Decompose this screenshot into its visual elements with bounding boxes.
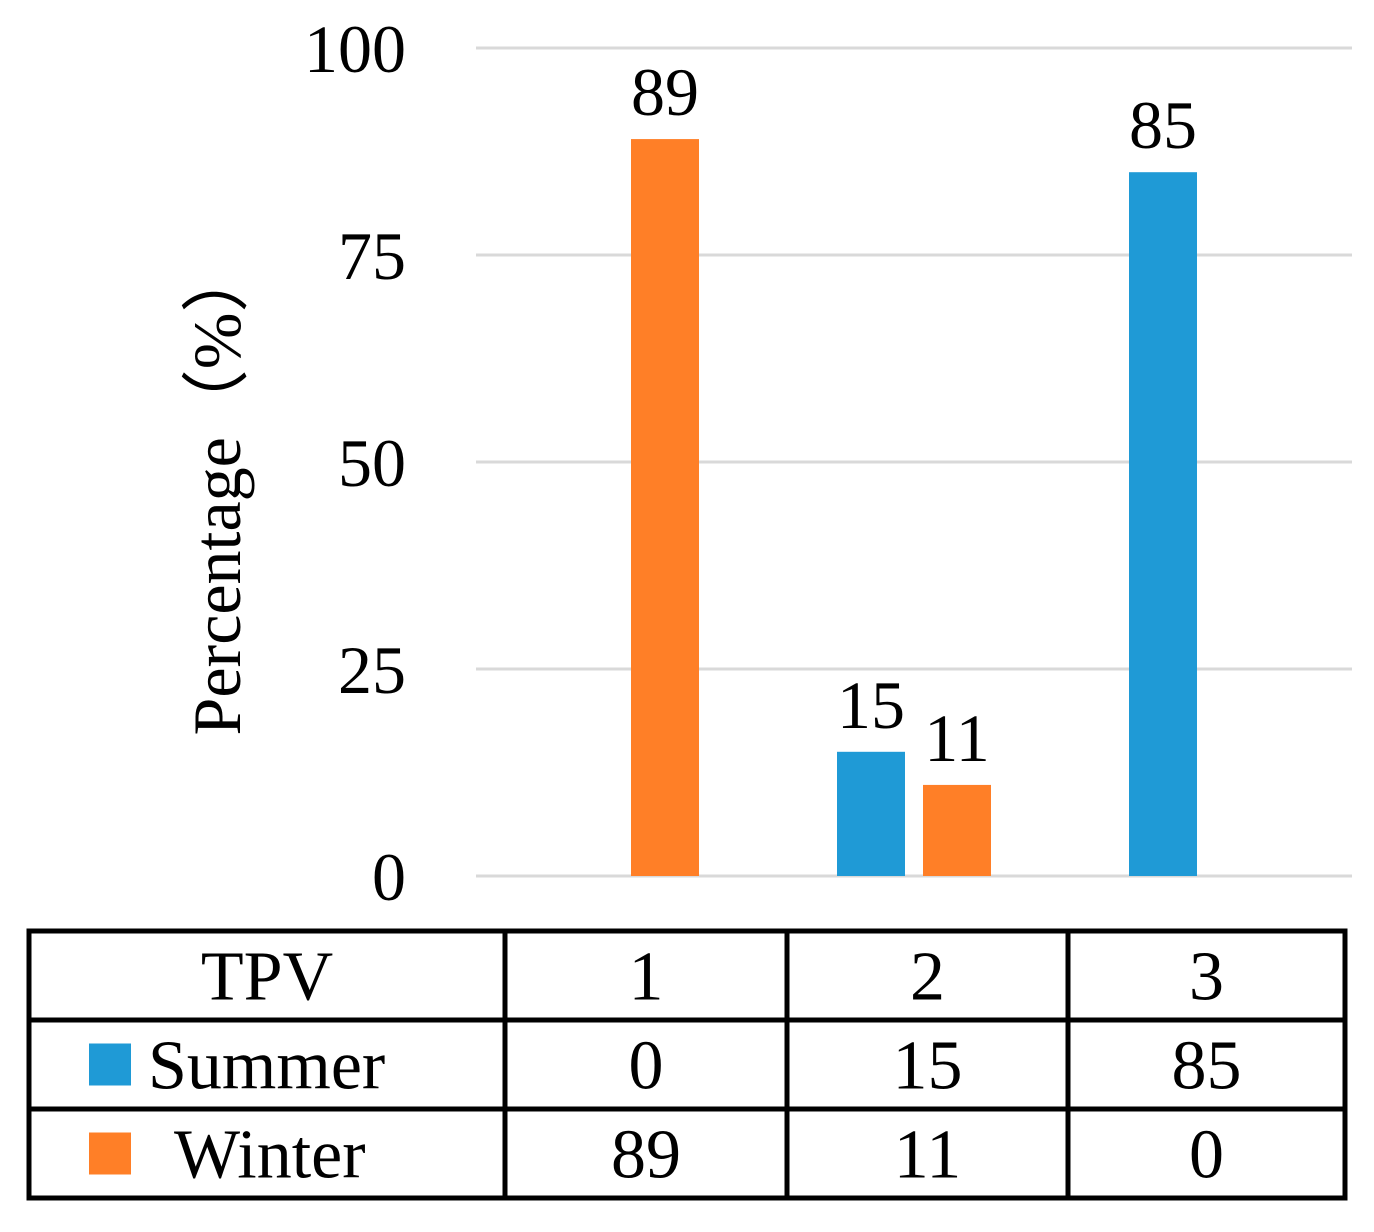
y-tick-label-0: 0 xyxy=(372,839,406,915)
y-tick-label-50: 50 xyxy=(338,425,406,501)
y-axis-title: Percentage（%） xyxy=(179,245,255,736)
table-header-category-2: 2 xyxy=(910,939,945,1016)
table-cell-winter-tpv-2: 11 xyxy=(894,1117,961,1194)
y-tick-label-25: 25 xyxy=(338,632,406,708)
table-cell-summer-tpv-1: 0 xyxy=(629,1028,664,1105)
data-table: TPV 1 2 3 Summer 0 15 85 Winter 89 11 0 xyxy=(26,928,1348,1201)
table-series-label-winter: Winter xyxy=(174,1117,366,1194)
bar-winter-tpv-2 xyxy=(923,784,991,876)
data-label-winter-tpv-1: 89 xyxy=(631,54,699,130)
table-border xyxy=(26,928,1348,1201)
data-label-summer-tpv-3: 85 xyxy=(1129,87,1197,163)
table-header-label: TPV xyxy=(201,939,333,1016)
y-axis-ticks: 0 25 50 75 100 xyxy=(304,11,406,915)
bars xyxy=(631,139,1197,876)
bar-summer-tpv-3 xyxy=(1129,172,1197,876)
table-series-label-summer: Summer xyxy=(148,1028,385,1105)
data-labels: 89 15 11 85 xyxy=(631,54,1197,776)
bar-winter-tpv-1 xyxy=(631,139,699,876)
table-cell-winter-tpv-3: 0 xyxy=(1189,1117,1224,1194)
y-tick-label-75: 75 xyxy=(338,218,406,294)
legend-swatch-winter xyxy=(89,1132,131,1175)
data-label-summer-tpv-2: 15 xyxy=(837,667,905,743)
table-cell-summer-tpv-2: 15 xyxy=(893,1028,963,1105)
y-tick-label-100: 100 xyxy=(304,11,406,87)
table-header-category-1: 1 xyxy=(629,939,664,1016)
table-header-category-3: 3 xyxy=(1189,939,1224,1016)
data-label-winter-tpv-2: 11 xyxy=(924,700,989,776)
table-cell-summer-tpv-3: 85 xyxy=(1172,1028,1242,1105)
legend-swatch-summer xyxy=(89,1043,131,1086)
y-axis-title-group: Percentage（%） xyxy=(179,245,255,736)
bar-summer-tpv-2 xyxy=(837,751,905,876)
gridlines xyxy=(476,46,1352,878)
table-cell-winter-tpv-1: 89 xyxy=(611,1117,681,1194)
